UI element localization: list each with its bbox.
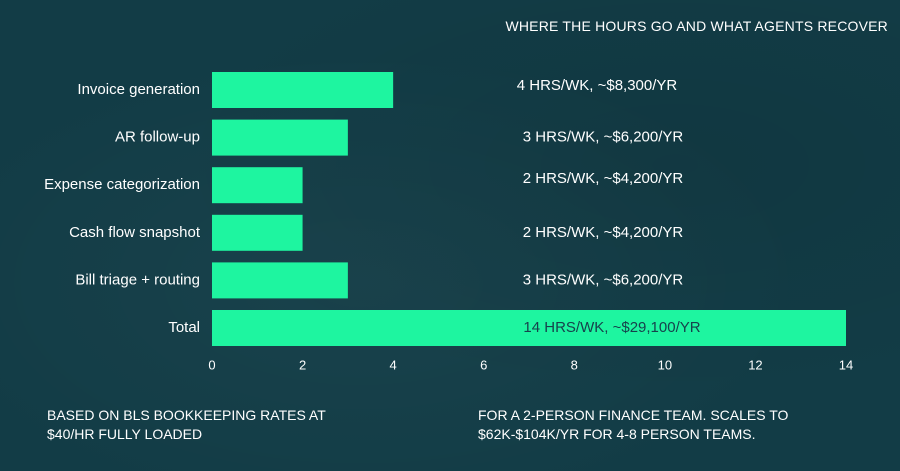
value-label: 2 HRS/WK, ~$4,200/YR (523, 170, 684, 187)
bar-4 (212, 262, 348, 299)
x-tick-label: 10 (658, 357, 672, 372)
footnote-left: BASED ON BLS BOOKKEEPING RATES AT $40/HR… (47, 407, 326, 442)
footnote-right: FOR A 2-PERSON FINANCE TEAM. SCALES TO $… (478, 407, 789, 442)
x-tick-label: 8 (571, 357, 578, 372)
bar-0 (212, 72, 394, 108)
x-tick-label: 12 (748, 357, 762, 372)
chart-title: WHERE THE HOURS GO AND WHAT AGENTS RECOV… (505, 18, 888, 34)
category-label: Invoice generation (77, 81, 200, 98)
x-tick-label: 2 (299, 357, 306, 372)
x-tick-label: 14 (839, 357, 853, 372)
value-label: 4 HRS/WK, ~$8,300/YR (517, 77, 678, 94)
value-label: 3 HRS/WK, ~$6,200/YR (523, 129, 684, 146)
value-label: 2 HRS/WK, ~$4,200/YR (523, 224, 684, 241)
bar-5 (212, 310, 846, 346)
x-tick-label: 6 (480, 357, 487, 372)
x-tick-label: 0 (208, 357, 215, 372)
value-label: 3 HRS/WK, ~$6,200/YR (523, 271, 684, 288)
category-label: Cash flow snapshot (69, 224, 201, 241)
category-label: AR follow-up (115, 129, 200, 146)
category-label: Expense categorization (44, 176, 200, 193)
x-tick-label: 4 (390, 357, 397, 372)
bar-3 (212, 214, 303, 251)
bar-2 (212, 167, 303, 204)
category-label: Total (168, 319, 200, 336)
category-label: Bill triage + routing (75, 271, 200, 288)
value-label: 14 HRS/WK, ~$29,100/YR (523, 319, 700, 336)
bar-1 (212, 119, 348, 156)
